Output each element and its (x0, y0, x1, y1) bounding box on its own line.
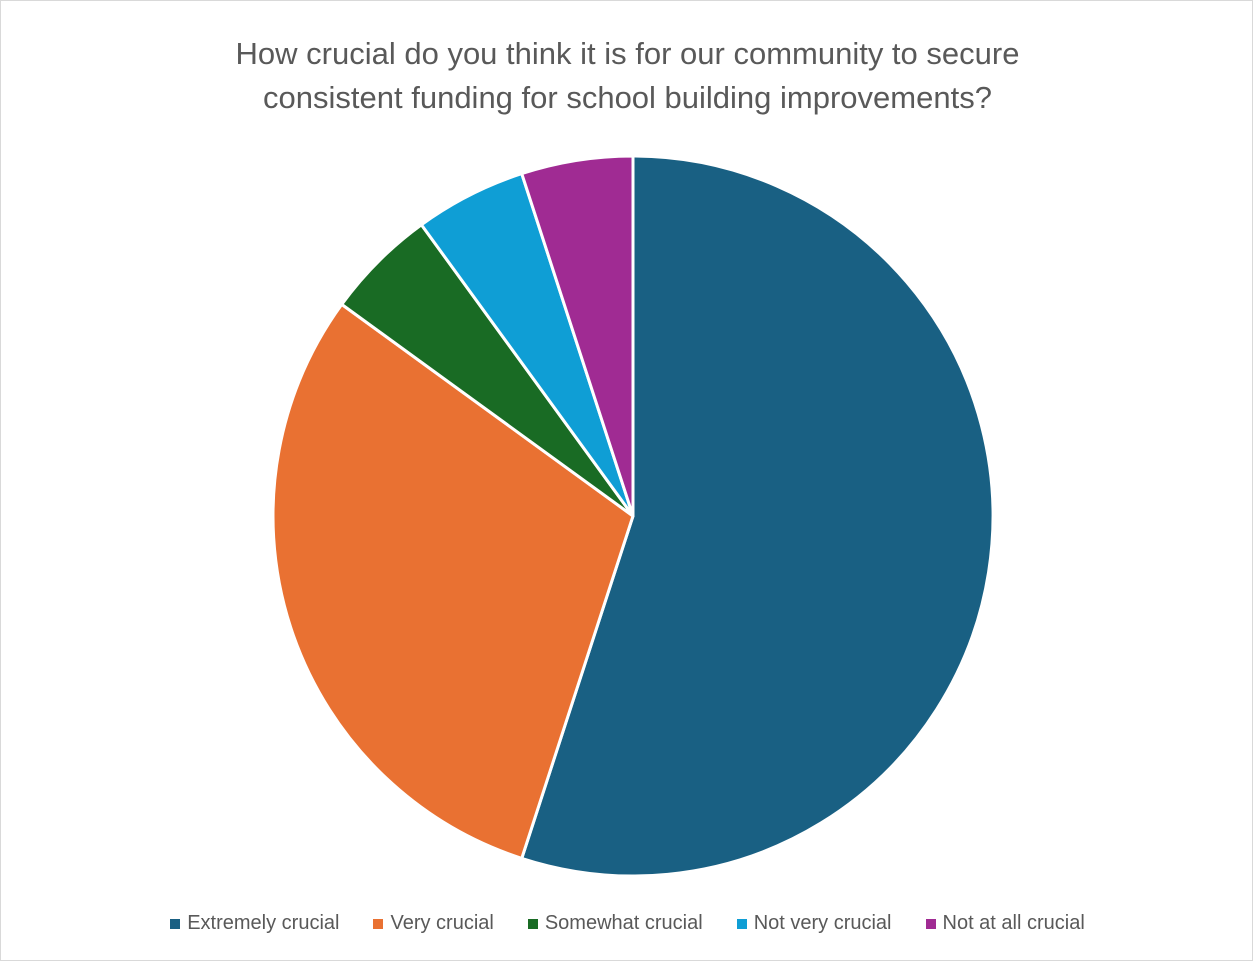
legend-label: Not very crucial (753, 912, 892, 934)
legend-label: Very crucial (390, 912, 494, 934)
legend-swatch (736, 918, 747, 929)
legend-swatch (527, 918, 538, 929)
legend-item-not-very-crucial: Not very crucial (736, 912, 892, 935)
pie-slice-very-crucial (271, 302, 635, 860)
pie-slice-not-at-all-crucial (520, 154, 635, 518)
legend-item-somewhat-crucial: Somewhat crucial (527, 912, 703, 935)
legend-item-extremely-crucial: Extremely crucial (170, 912, 339, 935)
legend-item-not-at-all-crucial: Not at all crucial (925, 912, 1085, 935)
legend-item-very-crucial: Very crucial (373, 912, 494, 935)
legend-label: Not at all crucial (942, 912, 1085, 934)
legend-swatch (925, 918, 936, 929)
legend-label: Somewhat crucial (544, 912, 703, 934)
legend: Extremely crucial Very crucial Somewhat … (0, 912, 1255, 935)
chart-title: How crucial do you think it is for our c… (0, 32, 1255, 120)
chart-title-line-1: How crucial do you think it is for our c… (235, 36, 1020, 71)
chart-title-line-2: consistent funding for school building i… (263, 80, 992, 115)
legend-label: Extremely crucial (187, 912, 340, 934)
pie-slices (271, 154, 995, 878)
legend-swatch (373, 918, 384, 929)
pie-slice-extremely-crucial (520, 154, 995, 878)
legend-swatch (170, 918, 181, 929)
